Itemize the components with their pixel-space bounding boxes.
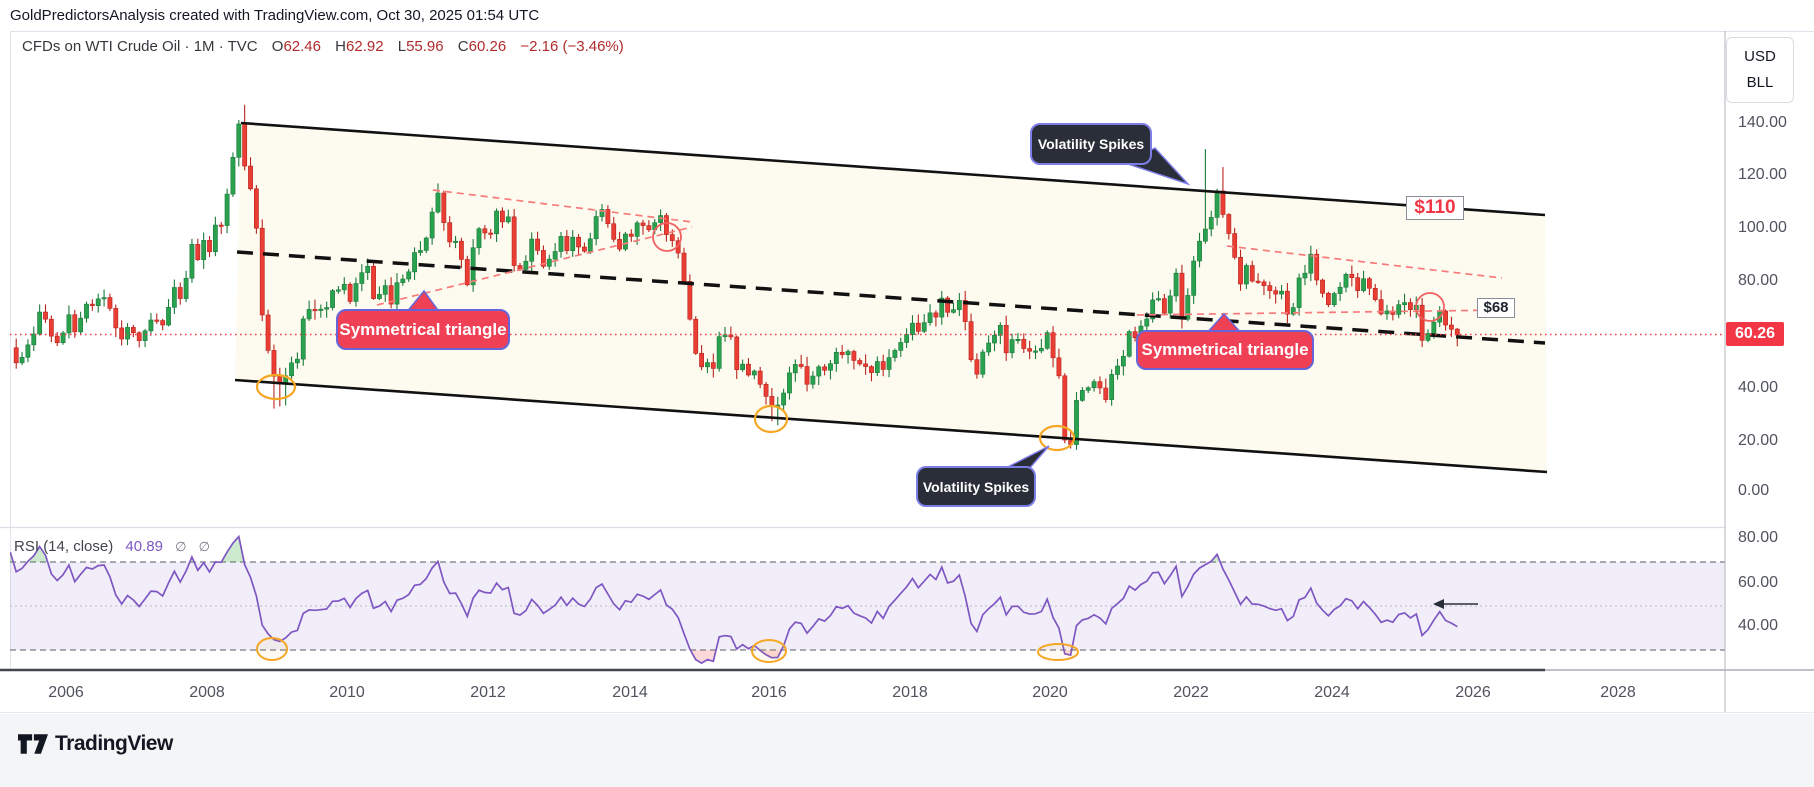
price-axis-label: 80.00 (1738, 272, 1779, 289)
volatility-spikes-callout-top[interactable]: Volatility Spikes (1030, 123, 1152, 165)
time-axis-label: 2012 (470, 684, 506, 701)
apex-highlight-circle[interactable] (1415, 292, 1445, 322)
rsi-oversold-circle[interactable] (1037, 643, 1079, 661)
price-axis-label: 100.00 (1738, 219, 1787, 236)
last-price-tag: 60.26 (1726, 322, 1785, 346)
time-axis-label: 2018 (892, 684, 928, 701)
time-axis-label: 2008 (189, 684, 225, 701)
channel-upper-trendline[interactable] (240, 121, 1546, 217)
tradingview-logo-text: TradingView (55, 732, 173, 755)
time-axis-label: 2010 (329, 684, 365, 701)
rsi-hide-icon[interactable]: ∅ (175, 539, 187, 554)
time-axis-label: 2026 (1455, 684, 1491, 701)
rsi-settings-icon[interactable]: ∅ (198, 539, 210, 554)
chart-top-border (10, 31, 1814, 32)
triangle-1-upper-dashed[interactable] (432, 189, 693, 223)
price-axis-label: 0.00 (1738, 482, 1770, 499)
symbol-title[interactable]: CFDs on WTI Crude Oil (22, 38, 181, 55)
rsi-value: 40.89 (125, 538, 163, 555)
price-axis-label: 120.00 (1738, 166, 1787, 183)
volatility-spikes-callout-bottom[interactable]: Volatility Spikes (916, 466, 1036, 507)
symmetrical-triangle-callout-1[interactable]: Symmetrical triangle (336, 309, 510, 350)
unit-measure: BLL (1746, 74, 1774, 91)
ohlc-open-key: O (271, 38, 284, 55)
time-axis-label: 2006 (48, 684, 84, 701)
unit-badge: USD BLL (1726, 37, 1794, 103)
spike-low-circle[interactable] (753, 404, 789, 434)
time-axis-label: 2020 (1032, 684, 1068, 701)
ohlc-high-value: 62.92 (346, 38, 384, 55)
spike-low-circle[interactable] (255, 373, 297, 401)
candlestick-series[interactable] (13, 104, 1460, 450)
tradingview-logo[interactable]: TradingView (18, 732, 173, 756)
rsi-indicator-legend[interactable]: RSI (14, close) 40.89 ∅ ∅ (14, 538, 210, 555)
rsi-oversold-circle[interactable] (751, 639, 787, 663)
price-axis-label: 60.00 (1738, 574, 1779, 591)
price-target-110-label[interactable]: $110 (1406, 196, 1464, 220)
triangle-1-lower-dashed[interactable] (376, 226, 693, 306)
ohlc-close-value: 60.26 (468, 38, 507, 55)
ohlc-close-key: C (457, 38, 469, 55)
time-axis-label: 2024 (1314, 684, 1350, 701)
time-axis-label: 2022 (1173, 684, 1209, 701)
rsi-line[interactable] (10, 534, 1458, 665)
channel-lower-trendline[interactable] (234, 378, 1548, 474)
price-axis-label: 80.00 (1738, 529, 1779, 546)
spike-low-circle[interactable] (1038, 424, 1076, 452)
watermark-text: GoldPredictorsAnalysis created with Trad… (10, 7, 540, 24)
triangle-2-lower-dashed[interactable] (1136, 309, 1503, 316)
ohlc-open-value: 62.46 (283, 38, 321, 55)
triangle-2-upper-dashed[interactable] (1226, 245, 1503, 279)
unit-currency: USD (1744, 48, 1776, 65)
symmetrical-triangle-callout-2[interactable]: Symmetrical triangle (1136, 330, 1314, 370)
apex-highlight-circle[interactable] (652, 222, 682, 252)
channel-midline-dashed[interactable] (236, 250, 1546, 345)
ohlc-low-key: L (397, 38, 407, 55)
price-axis-label: 40.00 (1738, 617, 1779, 634)
tradingview-logo-icon (18, 734, 48, 754)
symbol-legend[interactable]: CFDs on WTI Crude Oil · 1M · TVC O62.46 … (22, 38, 624, 55)
footer-strip (0, 714, 1814, 787)
price-level-68-label[interactable]: $68 (1477, 298, 1515, 318)
change-value: −2.16 (−3.46%) (520, 38, 624, 55)
rsi-left-arrow-head (1433, 599, 1444, 609)
price-axis-label: 20.00 (1738, 432, 1779, 449)
chart-left-border (10, 31, 11, 671)
ohlc-low-value: 55.96 (406, 38, 444, 55)
rsi-params: (14, close) (43, 538, 114, 555)
rsi-name[interactable]: RSI (14, 538, 40, 555)
time-axis-label: 2014 (612, 684, 648, 701)
rsi-oversold-circle[interactable] (256, 637, 288, 661)
price-axis-label: 40.00 (1738, 379, 1779, 396)
rsi-band-fill (10, 562, 1725, 650)
ohlc-high-key: H (335, 38, 346, 55)
price-axis-label: 140.00 (1738, 114, 1787, 131)
time-axis-label: 2016 (751, 684, 787, 701)
time-axis-label: 2028 (1600, 684, 1636, 701)
symbol-meta[interactable]: · 1M · TVC (184, 38, 258, 55)
